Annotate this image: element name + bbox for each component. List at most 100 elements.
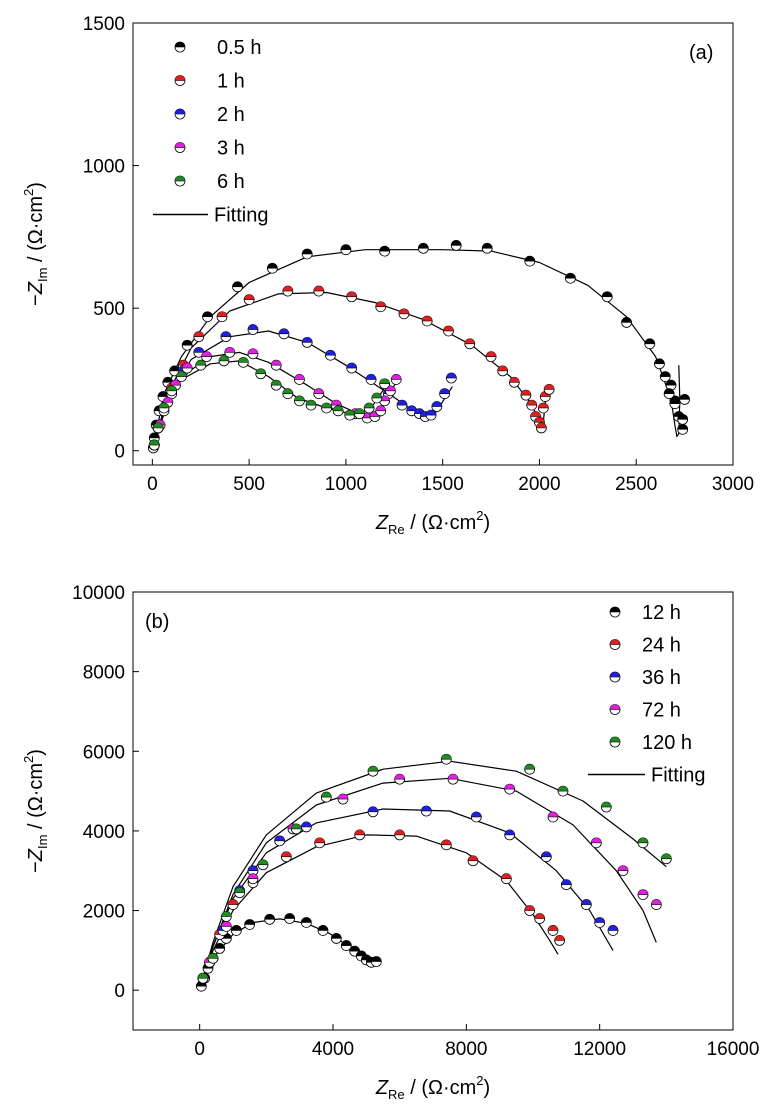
panel-a-point-1h xyxy=(536,422,547,428)
panel-b-point-24h xyxy=(354,829,365,835)
panel-a-legend-marker-2h xyxy=(175,109,185,114)
panel-b-x-tick-label: 0 xyxy=(194,1039,205,1060)
panel-b-point-120h xyxy=(558,786,568,792)
panel-a-legend-label: 2 h xyxy=(217,104,245,126)
panel-b-point-120h xyxy=(198,973,208,979)
panel-a-point-3h xyxy=(162,397,173,403)
panel-b-legend: 12 h 24 h 36 h 72 h 120 h Fitting xyxy=(588,602,705,787)
panel-b-legend-marker-120h xyxy=(610,737,620,742)
panel-a-point-1h xyxy=(464,338,475,344)
panel-a-fit-curve-6h xyxy=(153,360,386,446)
panel-a-point-3h xyxy=(391,374,402,380)
panel-a-y-axis-label-prefix: − xyxy=(25,294,47,306)
panel-b-series-36h xyxy=(197,805,619,984)
panel-b-point-12h xyxy=(231,925,242,931)
panel-a-point-6h xyxy=(282,388,293,394)
panel-b-point-24h xyxy=(281,851,292,857)
panel-a-series-3h xyxy=(148,346,402,451)
panel-a-point-05h xyxy=(524,256,535,262)
panel-b-y-tick-label: 4000 xyxy=(83,822,125,843)
panel-a-point-6h xyxy=(176,371,187,377)
panel-b-point-12h xyxy=(356,950,367,956)
panel-a-point-05h xyxy=(677,424,688,430)
panel-b-legend-label: 72 h xyxy=(642,700,681,722)
panel-a-x-axis-label-unit: / (Ω·cm xyxy=(405,512,477,534)
panel-b-legend-label: 120 h xyxy=(642,732,692,754)
panel-b-point-36h xyxy=(368,806,378,812)
panel-b-x-tick-label: 4000 xyxy=(312,1039,354,1060)
panel-b-point-12h xyxy=(214,943,225,949)
panel-a-point-6h xyxy=(158,402,169,408)
panel-b-point-12h xyxy=(371,956,382,962)
panel-b-point-72h xyxy=(248,873,258,879)
panel-a-legend-marker-3h xyxy=(175,142,185,148)
panel-a-point-1h xyxy=(244,294,255,300)
panel-b-point-24h xyxy=(548,925,558,931)
panel-a-point-05h xyxy=(162,377,173,383)
panel-a-y-tick-label: 0 xyxy=(114,442,125,463)
panel-b-legend-label: 36 h xyxy=(642,667,681,689)
panel-b-point-72h xyxy=(548,811,558,817)
panel-a-y-tick-label: 1500 xyxy=(83,14,125,35)
panel-b-x-axis-label-sub: Re xyxy=(388,1087,405,1102)
panel-b-x-axis-label-sup: 2 xyxy=(476,1073,483,1088)
panel-b-point-72h xyxy=(394,774,405,780)
panel-a-series-6h xyxy=(148,355,391,451)
panel-b-point-120h xyxy=(441,754,452,760)
panel-b-point-36h xyxy=(504,829,515,835)
panel-a-point-6h xyxy=(333,405,344,411)
panel-a-point-05h xyxy=(644,338,655,344)
panel-b-point-120h xyxy=(221,911,232,917)
panel-b-point-24h xyxy=(554,935,565,941)
panel-a-point-3h xyxy=(375,405,386,411)
panel-a-legend-fit-label: Fitting xyxy=(214,205,268,227)
panel-b-y-axis-label-main: Z xyxy=(25,848,47,862)
panel-b-point-24h xyxy=(501,873,512,879)
panel-a-point-05h xyxy=(669,398,680,404)
panel-a-y-axis-label: −ZIm / (Ω·cm2) xyxy=(21,182,50,306)
panel-a-point-6h xyxy=(238,357,249,363)
panel-a-point-6h xyxy=(321,402,332,408)
panel-a-point-1h xyxy=(509,377,520,383)
panel-a-point-05h xyxy=(379,246,390,252)
panel-a-point-6h xyxy=(166,385,177,391)
panel-a-point-05h xyxy=(202,311,213,317)
panel-b-point-36h xyxy=(471,811,482,817)
panel-a-data xyxy=(147,240,691,454)
panel-b-point-24h xyxy=(534,913,545,919)
panel-b-point-12h xyxy=(284,913,295,919)
panel-a-x-tick-label: 2000 xyxy=(518,474,560,495)
panel-b-data xyxy=(195,753,672,992)
panel-a-point-6h xyxy=(306,400,317,406)
panel-b-y-axis-label: −ZIm / (Ω·cm2) xyxy=(21,749,50,873)
panel-a-point-6h xyxy=(294,395,305,401)
panel-b-point-72h xyxy=(638,889,648,895)
panel-a-point-6h xyxy=(364,402,375,408)
panel-b-point-120h xyxy=(291,823,302,829)
panel-a-point-2h xyxy=(302,337,313,343)
panel-a-point-2h xyxy=(346,363,357,369)
panel-b-point-72h xyxy=(504,784,515,790)
panel-b-point-72h xyxy=(221,921,232,927)
panel-a-x-axis-label: ZRe / (Ω·cm2) xyxy=(375,508,490,537)
panel-b-y-axis-label-unit: / (Ω·cm xyxy=(25,763,47,835)
panel-a-point-1h xyxy=(313,286,324,292)
panel-a-x-axis-label-sup: 2 xyxy=(476,508,483,523)
panel-a-series-05h xyxy=(147,240,691,454)
panel-a-x-tick-label: 500 xyxy=(233,474,265,495)
panel-a-x-tick-label: 1000 xyxy=(325,474,367,495)
panel-b-y-tick-label: 2000 xyxy=(83,902,125,923)
panel-b-point-120h xyxy=(601,802,612,808)
panel-a-point-05h xyxy=(664,388,675,394)
panel-a-point-1h xyxy=(534,417,545,423)
panel-b-point-120h xyxy=(321,792,332,798)
panel-b-y-axis-label-prefix: − xyxy=(25,861,47,873)
panel-b-point-36h xyxy=(608,925,618,931)
panel-b-y-tick-label: 6000 xyxy=(83,742,125,763)
panel-a-plot-frame xyxy=(132,22,734,466)
panel-a-point-6h xyxy=(195,360,206,366)
panel-a-point-05h xyxy=(654,358,665,364)
panel-b-x-tick-label: 8000 xyxy=(445,1039,487,1060)
panel-a-point-2h xyxy=(366,374,377,380)
panel-b-point-24h xyxy=(228,899,238,905)
